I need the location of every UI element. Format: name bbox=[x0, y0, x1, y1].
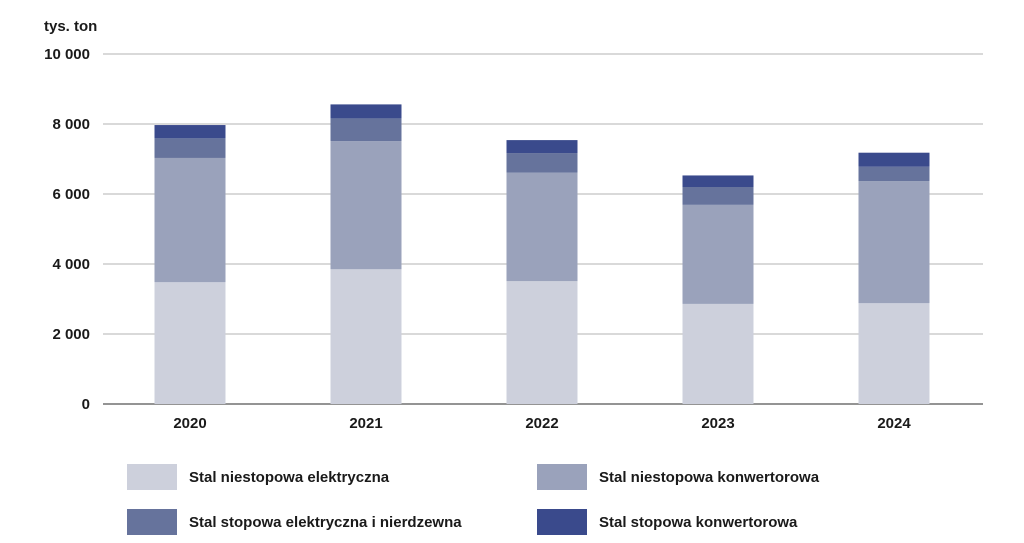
y-tick-label: 8 000 bbox=[52, 116, 90, 133]
bar-segment-2023-series-2 bbox=[682, 204, 754, 304]
legend-swatch-1 bbox=[127, 464, 177, 490]
y-tick-label: 0 bbox=[82, 396, 90, 413]
legend-item-1: Stal niestopowa elektryczna bbox=[127, 464, 389, 490]
x-category-label: 2021 bbox=[349, 415, 382, 432]
legend-label-4: Stal stopowa konwertorowa bbox=[599, 513, 798, 531]
bar-segment-2022-series-4 bbox=[506, 140, 578, 154]
stacked-bar-chart: tys. ton 0 2 000 4 000 6 000 8 000 10 000 202… bbox=[44, 18, 983, 432]
bar-segment-2023-series-1 bbox=[682, 303, 754, 404]
x-category-label: 2022 bbox=[525, 415, 558, 432]
bar-segment-2020-series-2 bbox=[154, 157, 226, 283]
y-tick-label: 4 000 bbox=[52, 256, 90, 273]
x-category-label: 2020 bbox=[173, 415, 206, 432]
bar-segment-2021-series-1 bbox=[330, 269, 402, 404]
bar-segment-2024-series-1 bbox=[858, 303, 930, 404]
bar-segment-2021-series-3 bbox=[330, 118, 402, 142]
legend: Stal niestopowa elektryczna Stal niestop… bbox=[127, 452, 927, 542]
bar-segment-2020-series-1 bbox=[154, 282, 226, 404]
x-axis-categories: 2020 2021 2022 2023 2024 bbox=[173, 415, 911, 432]
bar-segment-2020-series-4 bbox=[154, 125, 226, 139]
bar-segment-2024-series-2 bbox=[858, 181, 930, 304]
bar-segment-2021-series-2 bbox=[330, 141, 402, 270]
y-tick-label: 6 000 bbox=[52, 186, 90, 203]
y-axis-ticks: 0 2 000 4 000 6 000 8 000 10 000 bbox=[44, 46, 90, 413]
legend-label-1: Stal niestopowa elektryczna bbox=[189, 468, 390, 486]
y-axis-unit-label: tys. ton bbox=[44, 18, 97, 35]
bar-segment-2024-series-3 bbox=[858, 166, 930, 182]
y-tick-label: 10 000 bbox=[44, 46, 90, 63]
bars bbox=[154, 104, 930, 404]
bar-segment-2023-series-3 bbox=[682, 187, 754, 205]
bar-segment-2022-series-1 bbox=[506, 281, 578, 404]
legend-item-3: Stal stopowa elektryczna i nierdzewna bbox=[127, 509, 462, 535]
legend-swatch-2 bbox=[537, 464, 587, 490]
bar-segment-2024-series-4 bbox=[858, 152, 930, 167]
bar-segment-2021-series-4 bbox=[330, 104, 402, 119]
legend-item-4: Stal stopowa konwertorowa bbox=[537, 509, 797, 535]
bar-segment-2023-series-4 bbox=[682, 175, 754, 187]
legend-swatch-4 bbox=[537, 509, 587, 535]
x-category-label: 2023 bbox=[701, 415, 734, 432]
legend-item-2: Stal niestopowa konwertorowa bbox=[537, 464, 819, 490]
y-tick-label: 2 000 bbox=[52, 326, 90, 343]
bar-segment-2020-series-3 bbox=[154, 138, 226, 158]
legend-label-2: Stal niestopowa konwertorowa bbox=[599, 468, 820, 486]
bar-segment-2022-series-2 bbox=[506, 172, 578, 282]
legend-label-3: Stal stopowa elektryczna i nierdzewna bbox=[189, 513, 462, 531]
x-category-label: 2024 bbox=[877, 415, 911, 432]
legend-swatch-3 bbox=[127, 509, 177, 535]
bar-segment-2022-series-3 bbox=[506, 153, 578, 173]
